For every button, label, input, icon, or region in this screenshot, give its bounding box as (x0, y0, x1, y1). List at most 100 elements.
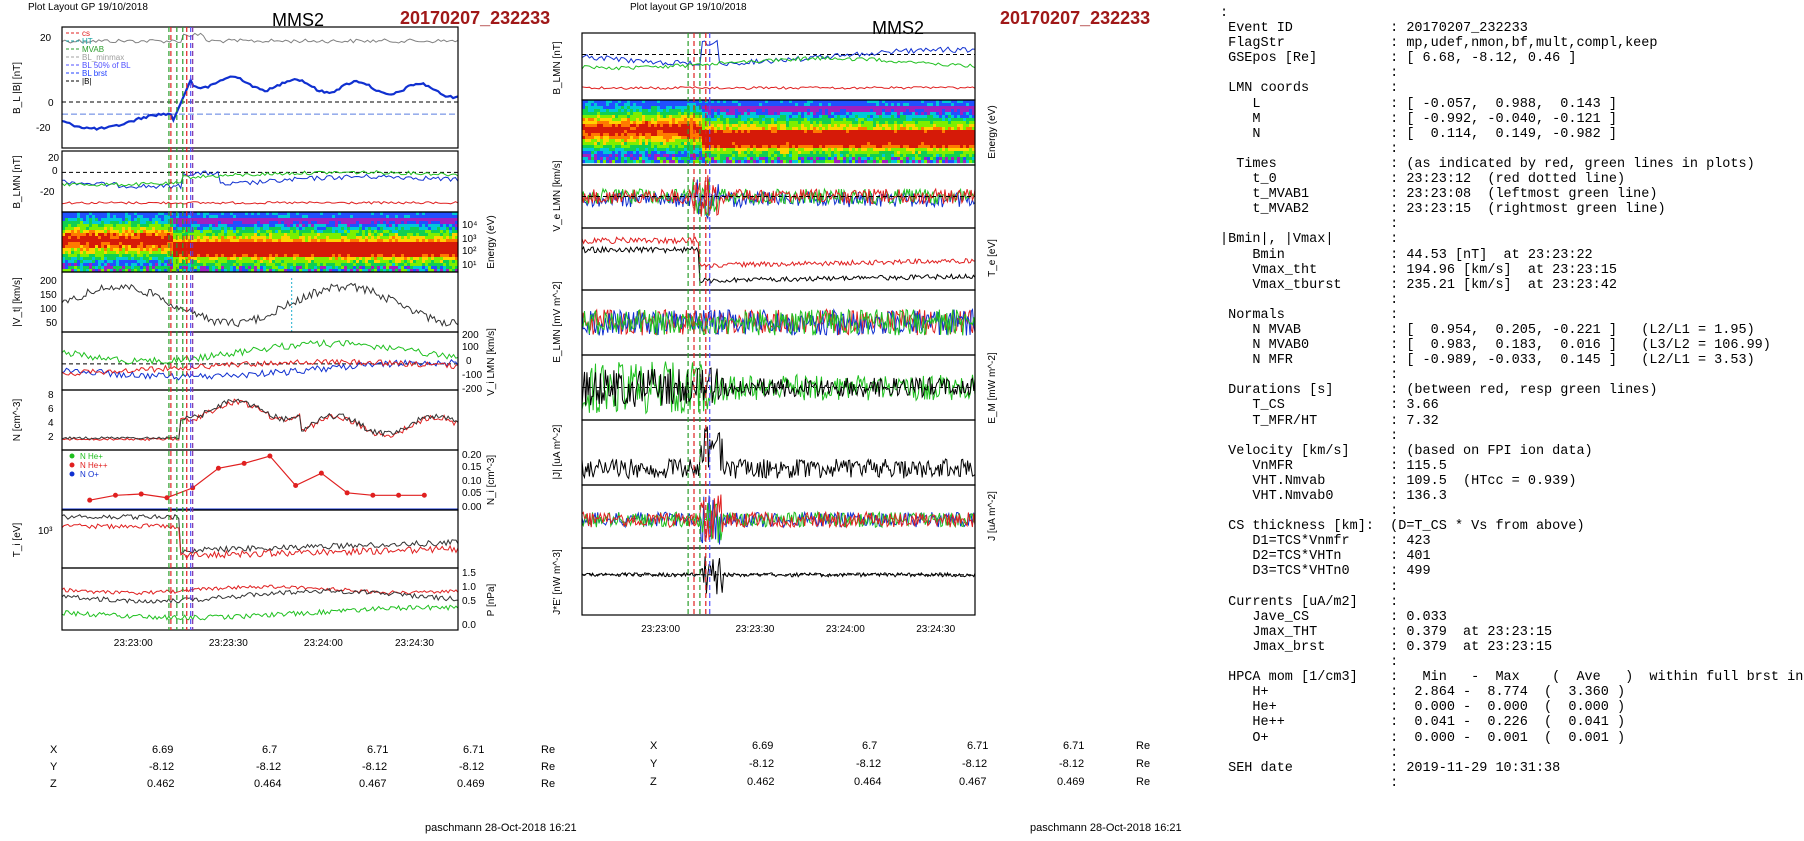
spectrogram-cell (606, 151, 610, 155)
spectrogram-cell (425, 227, 429, 231)
spectrogram-cell (215, 215, 219, 219)
spectrogram-cell (89, 242, 93, 246)
spectrogram-cell (642, 100, 646, 104)
spectrogram-cell (585, 142, 589, 146)
spectrogram-cell (152, 242, 156, 246)
spectrogram-cell (209, 260, 213, 264)
spectrogram-cell (251, 239, 255, 243)
spectrogram-cell (77, 221, 81, 225)
spectrogram-cell (615, 118, 619, 122)
spectrogram-cell (831, 130, 835, 134)
spectrogram-cell (618, 103, 622, 107)
spectrogram-cell (603, 151, 607, 155)
spectrogram-cell (332, 224, 336, 228)
spectrogram-cell (642, 106, 646, 110)
spectrogram-cell (386, 260, 390, 264)
spectrogram-cell (741, 109, 745, 113)
spectrogram-cell (257, 218, 261, 222)
coord-unit: Re (541, 778, 556, 790)
spectrogram-cell (206, 248, 210, 252)
spectrogram-cell (314, 233, 318, 237)
spectrogram-cell (428, 251, 432, 255)
spectrogram-cell (263, 248, 267, 252)
spectrogram-cell (879, 115, 883, 119)
spectrogram-cell (248, 251, 252, 255)
spectrogram-cell (95, 221, 99, 225)
spectrogram-cell (714, 133, 718, 137)
spectrogram-cell (170, 233, 174, 237)
spectrogram-cell (143, 242, 147, 246)
spectrogram-cell (242, 254, 246, 258)
spectrogram-cell (795, 121, 799, 125)
spectrogram-cell (224, 236, 228, 240)
spectrogram-cell (807, 100, 811, 104)
spectrogram-cell (65, 260, 69, 264)
spectrogram-cell (293, 224, 297, 228)
spectrogram-cell (98, 269, 102, 273)
spectrogram-cell (440, 269, 444, 273)
spectrogram-cell (696, 103, 700, 107)
spectrogram-cell (825, 145, 829, 149)
spectrogram-cell (873, 109, 877, 113)
legend-entry: BL 50% of BL (82, 61, 131, 70)
spectrogram-cell (888, 130, 892, 134)
spectrogram-cell (392, 251, 396, 255)
spectrogram-cell (627, 157, 631, 161)
spectrogram-cell (777, 157, 781, 161)
spectrogram-cell (804, 130, 808, 134)
spectrogram-cell (119, 254, 123, 258)
tick-label: 0.05 (462, 488, 482, 499)
spectrogram-cell (275, 236, 279, 240)
spectrogram-cell (684, 142, 688, 146)
spectrogram-cell (203, 242, 207, 246)
spectrogram-cell (65, 269, 69, 273)
spectrogram-cell (308, 269, 312, 273)
spectrogram-cell (636, 109, 640, 113)
spectrogram-cell (428, 239, 432, 243)
spectrogram-cell (248, 215, 252, 219)
spectrogram-cell (419, 212, 423, 216)
spectrogram-cell (861, 115, 865, 119)
spectrogram-cell (594, 100, 598, 104)
spectrogram-cell (894, 109, 898, 113)
spectrogram-cell (732, 118, 736, 122)
spectrogram-cell (404, 260, 408, 264)
spectrogram-cell (203, 236, 207, 240)
spectrogram-cell (305, 260, 309, 264)
spectrogram-cell (80, 266, 84, 270)
spectrogram-cell (443, 263, 447, 267)
spectrogram-cell (98, 236, 102, 240)
spectrogram-cell (792, 127, 796, 131)
spectrogram-cell (882, 139, 886, 143)
spectrogram-cell (768, 118, 772, 122)
spectrogram-cell (585, 136, 589, 140)
spectrogram-cell (885, 142, 889, 146)
spectrogram-cell (344, 221, 348, 225)
spectrogram-cell (768, 100, 772, 104)
spectrogram-cell (723, 148, 727, 152)
spectrogram-cell (618, 160, 622, 164)
spectrogram-cell (128, 242, 132, 246)
spectrogram-cell (422, 224, 426, 228)
spectrogram-cell (410, 269, 414, 273)
spectrogram-cell (287, 263, 291, 267)
spectrogram-cell (449, 239, 453, 243)
spectrogram-cell (359, 212, 363, 216)
spectrogram-cell (717, 145, 721, 149)
spectrogram-cell (68, 263, 72, 267)
spectrogram-cell (293, 239, 297, 243)
spectrogram-cell (822, 139, 826, 143)
spectrogram-cell (404, 227, 408, 231)
spectrogram-cell (594, 139, 598, 143)
spectrogram-cell (681, 139, 685, 143)
spectrogram-cell (233, 257, 237, 261)
spectrogram-cell (867, 112, 871, 116)
spectrogram-cell (293, 248, 297, 252)
spectrogram-cell (149, 221, 153, 225)
spectrogram-cell (302, 236, 306, 240)
spectrogram-cell (837, 112, 841, 116)
spectrogram-cell (618, 142, 622, 146)
spectrogram-cell (74, 248, 78, 252)
spectrogram-cell (834, 127, 838, 131)
spectrogram-cell (861, 148, 865, 152)
